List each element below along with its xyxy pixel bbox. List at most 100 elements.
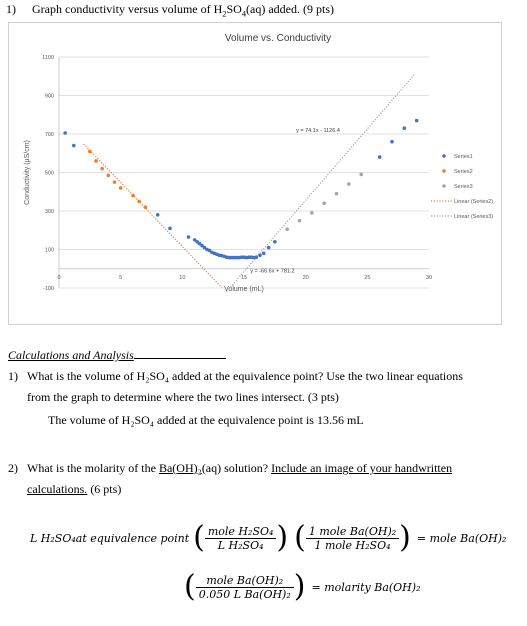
data-point-series3 (297, 218, 302, 223)
calc-question-2-line-2: calculations. (6 pts) (27, 479, 121, 500)
trendline-series3 (226, 74, 415, 292)
trendline-equation: y = 74.1x - 1126.4 (296, 128, 340, 134)
calc-question-2-number: 2) (8, 461, 18, 475)
data-point-series1 (258, 253, 262, 258)
equation-1-lhs: L H₂SO₄at equivalence point (30, 531, 190, 545)
chart-container: Volume vs. Conductivity 1100 900 700 500 300 1… (8, 22, 502, 325)
data-point-series1 (266, 245, 271, 250)
data-point-series1 (197, 241, 202, 246)
data-point-series1 (200, 243, 204, 248)
equation-2-fraction: mole Ba(OH)₂ 0.050 L Ba(OH)₂ (195, 574, 294, 601)
data-point-series2 (112, 180, 117, 184)
calc-question-2-line-1: What is the molarity of the Ba(OH)₂(aq) … (27, 458, 452, 479)
right-paren: ) (276, 520, 289, 555)
equation-2-rhs: = molarity Ba(OH)₂ (311, 580, 421, 594)
data-point-series1 (247, 255, 251, 259)
data-point-series1 (207, 248, 212, 253)
x-tick-label: 15 (241, 275, 247, 281)
calculations-heading-text: Calculations and Analysis (8, 348, 134, 362)
calculations-heading: Calculations and Analysis (8, 347, 226, 363)
legend-label: Series3 (454, 184, 473, 190)
data-point-series1 (402, 126, 407, 131)
equation-1-fraction-2: 1 mole Ba(OH)₂ 1 mole H₂SO₄ (305, 525, 400, 552)
data-point-series2 (137, 199, 141, 204)
data-point-series1 (155, 213, 160, 217)
question-1-sub-2: 2 (222, 9, 227, 19)
data-point-series1 (234, 255, 239, 260)
legend-label: Linear (Series3) (454, 214, 493, 220)
x-tick-label: 0 (57, 275, 60, 281)
calc-question-1-line-1: What is the volume of H₂SO₄ added at the… (27, 369, 463, 383)
calc-question-1-number: 1) (8, 369, 18, 383)
x-tick-label: 10 (179, 275, 185, 281)
heading-underline (133, 347, 226, 359)
fraction-2-numerator: 1 mole Ba(OH)₂ (305, 525, 400, 539)
conductivity-chart: Volume vs. Conductivity11009007005003001… (24, 33, 493, 293)
data-point-series1 (195, 240, 199, 244)
chart-title: Volume vs. Conductivity (225, 33, 331, 44)
legend-marker (442, 169, 446, 173)
data-point-series1 (229, 255, 234, 260)
q2-text-b: (aq) solution? (201, 461, 272, 475)
data-point-series3 (310, 211, 314, 215)
question-1-number: 1) (6, 2, 16, 16)
x-tick-label: 5 (119, 275, 122, 281)
data-point-series1 (261, 251, 266, 256)
data-point-series1 (273, 240, 277, 244)
equation-1-rhs: = mole Ba(OH)₂ (416, 531, 507, 545)
q2-text-a: What is the molarity of the (27, 461, 159, 475)
data-point-series1 (72, 143, 76, 148)
calc-question-1-line-2: from the graph to determine where the tw… (27, 390, 339, 404)
data-point-series2 (94, 159, 98, 163)
data-point-series1 (186, 235, 191, 239)
left-paren: ( (184, 569, 196, 604)
data-point-series2 (106, 173, 111, 178)
x-tick-label: 30 (426, 275, 432, 281)
legend-marker (442, 184, 446, 188)
y-tick-label: -100 (43, 286, 54, 292)
data-point-series1 (390, 139, 394, 144)
question-1-text-mid: SO (226, 2, 242, 16)
question-1-text-after: (aq) added. (9 pts) (246, 2, 334, 16)
legend-marker (442, 154, 446, 158)
y-tick-label: 1100 (42, 55, 54, 61)
equation-1: L H₂SO₄at equivalence point ( mole H₂SO₄… (30, 523, 506, 553)
data-point-series3 (347, 182, 351, 186)
data-point-series1 (377, 155, 382, 159)
fraction-1-numerator: mole H₂SO₄ (204, 525, 277, 539)
left-paren: ( (294, 520, 306, 555)
data-point-series1 (414, 118, 419, 123)
y-tick-label: 700 (45, 132, 54, 138)
legend-label: Linear (Series2) (454, 199, 493, 205)
equation-2: ( mole Ba(OH)₂ 0.050 L Ba(OH)₂ ) = molar… (184, 572, 420, 602)
data-point-series2 (88, 149, 92, 154)
data-point-series3 (334, 191, 339, 196)
right-paren: ) (293, 569, 306, 604)
left-paren: ( (193, 520, 205, 555)
legend-label: Series1 (454, 154, 473, 160)
data-point-series1 (232, 255, 236, 260)
data-point-series1 (202, 245, 207, 250)
equation-1-fraction-1: mole H₂SO₄ L H₂SO₄ (204, 525, 277, 552)
data-point-series3 (285, 227, 289, 232)
data-point-series1 (227, 255, 231, 260)
data-point-series1 (63, 131, 67, 135)
data-point-series2 (131, 193, 135, 198)
question-1-sub-4: 4 (241, 9, 247, 19)
q2-points: (6 pts) (87, 482, 122, 496)
legend-label: Series2 (454, 169, 473, 175)
x-tick-label: 25 (364, 275, 370, 281)
question-1-prompt: 1) Graph conductivity versus volume of H2… (6, 2, 334, 19)
y-tick-label: 300 (45, 209, 54, 215)
y-tick-label: 100 (45, 248, 54, 254)
data-point-series1 (239, 255, 244, 259)
equation-2-numerator: mole Ba(OH)₂ (195, 574, 294, 588)
question-1-text-before: Graph conductivity versus volume of H (32, 2, 223, 16)
data-point-series1 (192, 238, 197, 242)
right-paren: ) (399, 520, 411, 555)
y-tick-label: 900 (45, 94, 54, 100)
data-point-series1 (168, 226, 172, 231)
data-point-series1 (254, 255, 259, 259)
fraction-2-denominator: 1 mole H₂SO₄ (314, 538, 391, 552)
data-point-series3 (322, 201, 326, 206)
